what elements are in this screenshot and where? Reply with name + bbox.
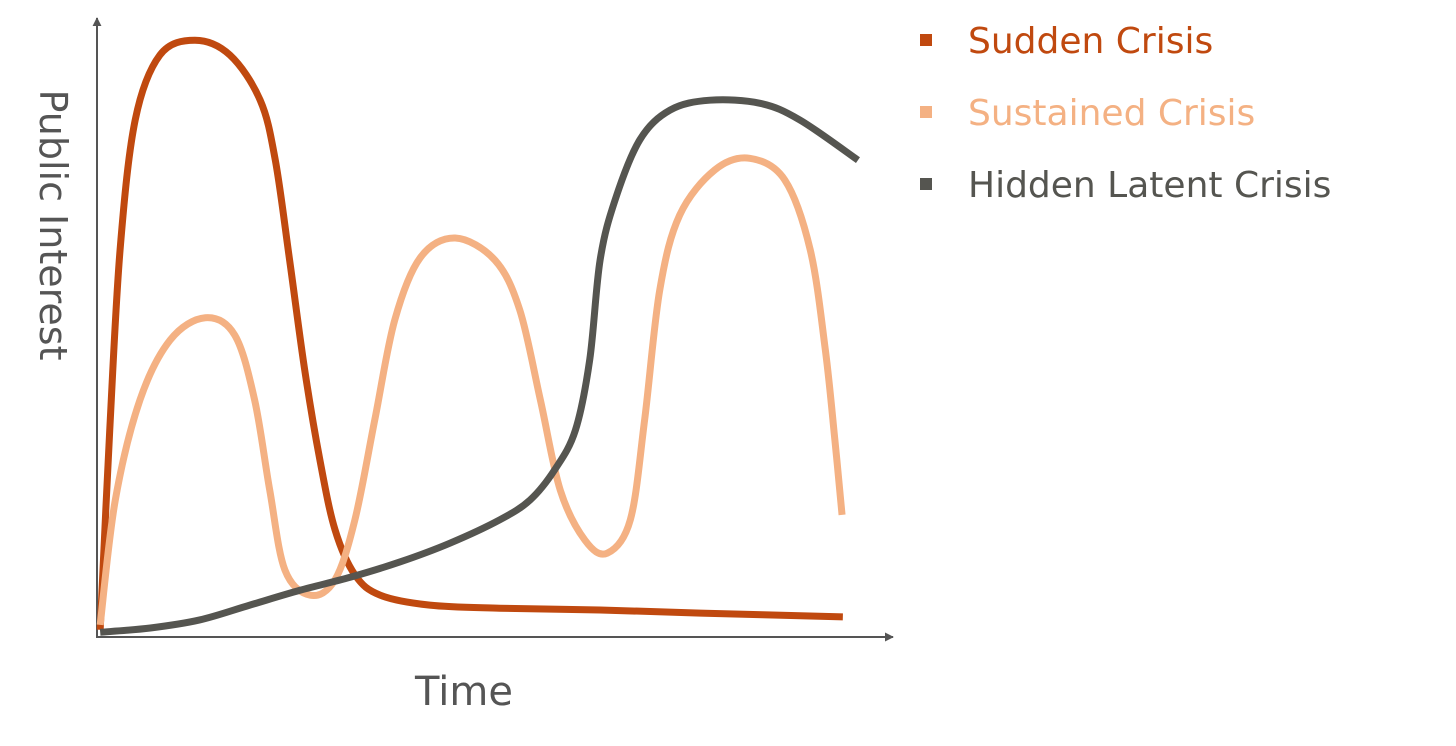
legend-marker bbox=[920, 178, 932, 190]
legend-label: Sudden Crisis bbox=[968, 21, 1213, 62]
line-series bbox=[96, 36, 843, 630]
legend: Sudden Crisis Sustained Crisis Hidden Late… bbox=[920, 21, 1331, 206]
x-axis-title: Time bbox=[414, 669, 513, 715]
line-series bbox=[96, 154, 846, 626]
legend-label: Sustained Crisis bbox=[968, 93, 1255, 134]
line-series bbox=[99, 96, 860, 636]
legend-label: Hidden Latent Crisis bbox=[968, 165, 1331, 206]
legend-marker bbox=[920, 106, 932, 118]
legend-marker bbox=[920, 34, 932, 46]
plot-area bbox=[96, 36, 860, 636]
y-axis-title: Public Interest bbox=[31, 90, 75, 361]
